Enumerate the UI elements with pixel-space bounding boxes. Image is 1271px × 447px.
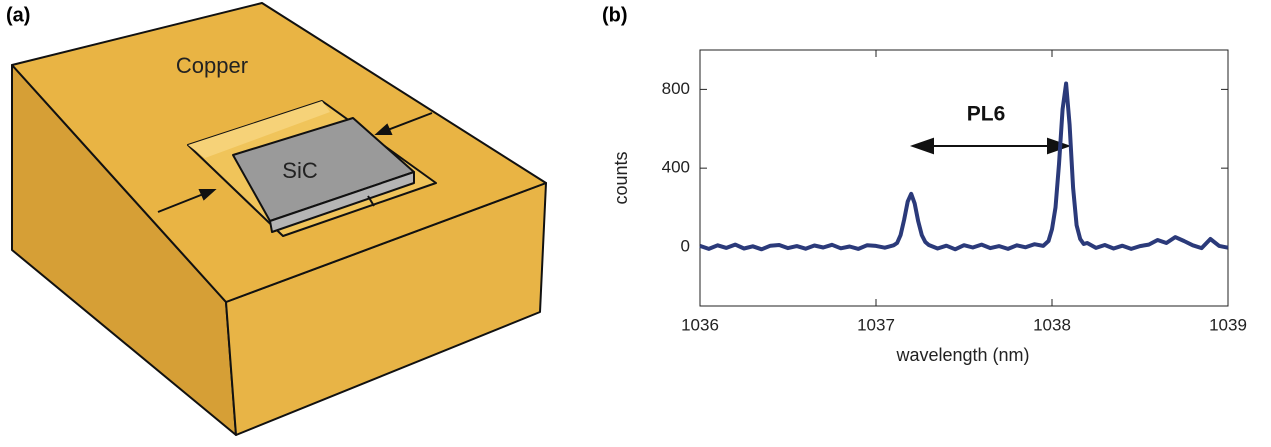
figure: (a) (b) Copper SiC wavelength (nm) count…	[0, 0, 1271, 442]
arrow-head	[913, 139, 933, 153]
x-axis-label: wavelength (nm)	[895, 345, 1029, 365]
x-tick-label: 1037	[857, 315, 895, 334]
y-tick-label: 0	[681, 236, 690, 255]
panel-label: (a)	[6, 4, 30, 26]
x-tick-label: 1036	[681, 315, 719, 334]
data-line	[700, 84, 1228, 250]
plot-frame	[700, 50, 1228, 306]
annotation: PL6	[967, 103, 1006, 126]
copper-block	[12, 3, 546, 435]
x-tick-label: 1039	[1209, 315, 1247, 334]
panel-label: (b)	[602, 4, 628, 26]
sic-label: SiC	[282, 158, 318, 183]
double-arrow	[913, 139, 1068, 153]
y-tick-label: 400	[662, 158, 690, 177]
y-axis-label: counts	[611, 151, 631, 204]
y-tick-label: 800	[662, 79, 690, 98]
copper-label: Copper	[176, 53, 248, 78]
x-tick-label: 1038	[1033, 315, 1071, 334]
